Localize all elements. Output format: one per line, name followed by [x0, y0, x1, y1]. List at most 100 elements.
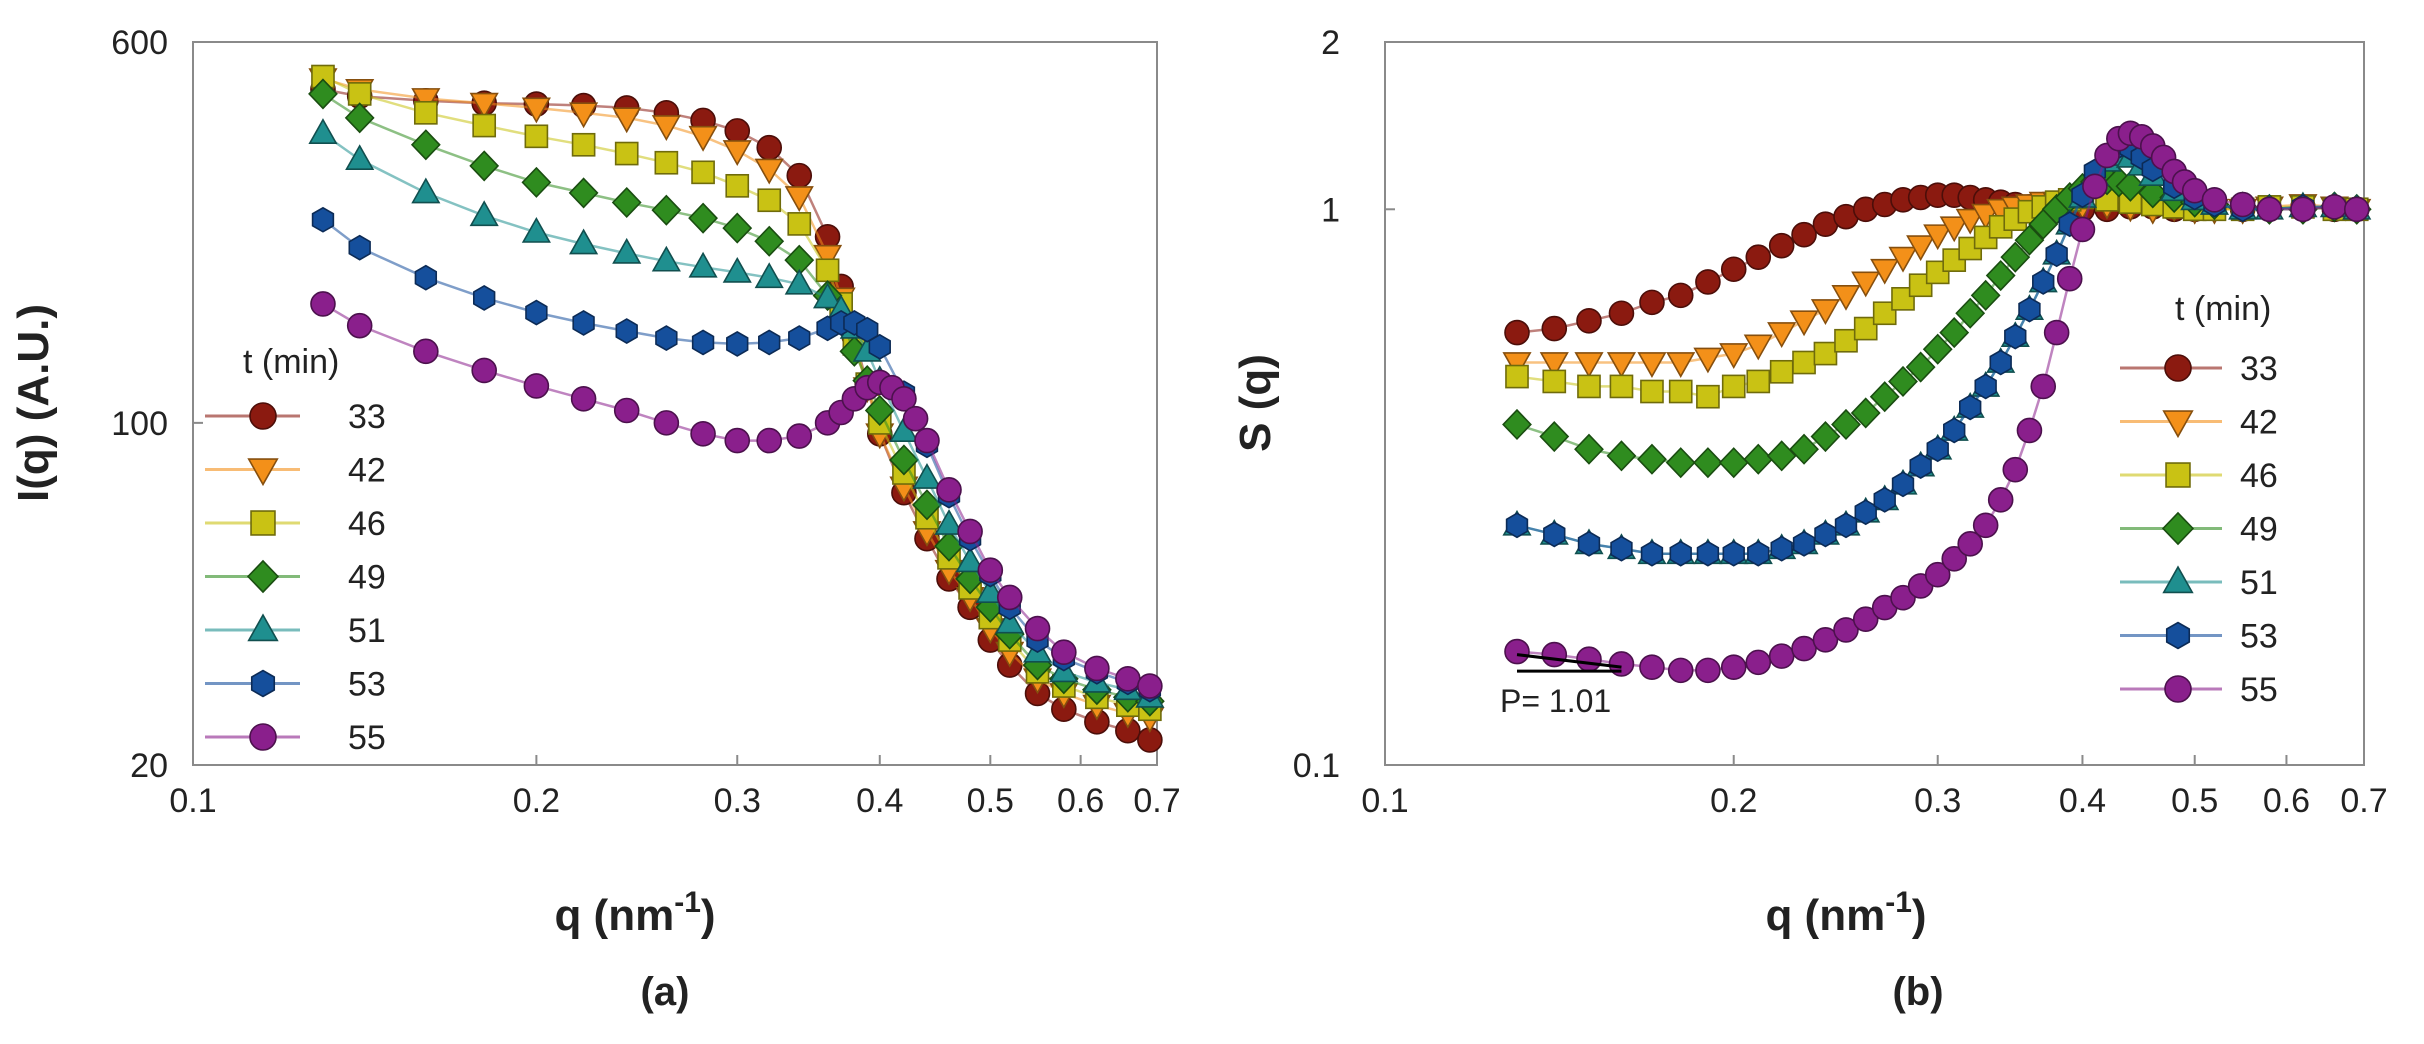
data-point [655, 325, 678, 352]
data-point [864, 394, 895, 427]
data-point [521, 166, 552, 198]
y-tick-label: 2 [1321, 24, 1340, 62]
data-point [815, 258, 840, 283]
data-point [724, 118, 751, 144]
legend-marker [249, 723, 277, 751]
data-point [1810, 420, 1841, 453]
legend-title: t (min) [2175, 290, 2271, 328]
data-point [1924, 561, 1951, 588]
x-axis-title: q (nm-1) [554, 886, 715, 940]
data-point [688, 202, 718, 234]
data-point [2014, 224, 2045, 256]
data-point [2201, 187, 2228, 213]
data-point [722, 212, 753, 244]
data-point [651, 194, 682, 226]
data-point [1745, 244, 1772, 270]
data-point [1577, 530, 1601, 557]
data-point [688, 125, 718, 152]
data-point [1695, 657, 1721, 684]
data-point [868, 333, 891, 360]
data-point [912, 463, 942, 489]
data-point [1769, 359, 1794, 384]
data-point [1833, 617, 1859, 643]
data-point [2030, 373, 2057, 400]
data-point [1574, 352, 1604, 378]
data-point [786, 162, 813, 189]
data-point [1574, 433, 1604, 465]
x-tick-label: 0.2 [513, 782, 560, 820]
data-point [856, 316, 879, 343]
data-point [523, 373, 550, 399]
data-point [311, 206, 335, 233]
data-point [1926, 436, 1949, 463]
data-point [2004, 323, 2027, 350]
data-point [2321, 194, 2348, 220]
data-point [756, 427, 783, 454]
data-point [1869, 381, 1900, 413]
data-point [722, 256, 752, 283]
data-point [653, 410, 680, 436]
data-point [784, 268, 814, 295]
data-point [1831, 284, 1861, 311]
data-point [2045, 241, 2068, 268]
data-point [754, 158, 784, 185]
data-point [413, 100, 438, 125]
data-point [788, 325, 811, 352]
data-point [722, 140, 752, 167]
data-point [1974, 373, 1997, 400]
data-point [1888, 365, 1918, 398]
data-point [1719, 343, 1749, 369]
data-point [957, 518, 983, 545]
data-point [2069, 216, 2096, 243]
legend-label: 51 [348, 612, 386, 650]
data-point [724, 427, 751, 454]
data-point [787, 212, 812, 236]
data-point [1768, 232, 1795, 259]
data-point [469, 150, 500, 182]
legend-label: 46 [2240, 457, 2278, 495]
legend-marker [2162, 410, 2194, 439]
legend-marker [2165, 462, 2191, 488]
data-point [1504, 319, 1530, 346]
data-point [1608, 300, 1635, 327]
data-point [977, 557, 1004, 584]
legend-marker [2161, 511, 2195, 546]
series-55 [1504, 120, 2370, 684]
data-point [1696, 540, 1720, 567]
data-point [757, 188, 782, 213]
data-point [348, 234, 371, 261]
data-point [1814, 521, 1837, 548]
data-point [1542, 369, 1567, 394]
data-point [1939, 216, 1969, 243]
data-point [1693, 447, 1723, 479]
data-point [1609, 374, 1634, 399]
legend-label: 33 [2240, 350, 2278, 388]
y-axis-title: S (q) [1231, 354, 1280, 452]
legend-marker [250, 669, 276, 698]
data-point [1955, 208, 1985, 235]
legend-label: 49 [348, 559, 386, 597]
data-point [612, 237, 642, 264]
data-point [2256, 196, 2283, 223]
data-point [469, 200, 499, 227]
data-point [1987, 487, 2014, 513]
data-point [1505, 512, 1529, 539]
data-point [1666, 352, 1696, 378]
data-point [688, 251, 718, 278]
data-point [1505, 364, 1529, 389]
x-tick-label: 0.5 [967, 782, 1014, 820]
data-point [2000, 241, 2031, 273]
data-point [346, 312, 373, 339]
data-point [1972, 512, 1999, 539]
data-point [1768, 643, 1795, 669]
data-point [308, 118, 338, 144]
x-tick-label: 0.1 [169, 782, 216, 820]
data-point [613, 397, 640, 424]
data-point [1639, 654, 1665, 680]
data-point [996, 584, 1023, 611]
data-point [572, 310, 595, 336]
data-point [1888, 246, 1918, 273]
data-point [1970, 279, 2001, 311]
